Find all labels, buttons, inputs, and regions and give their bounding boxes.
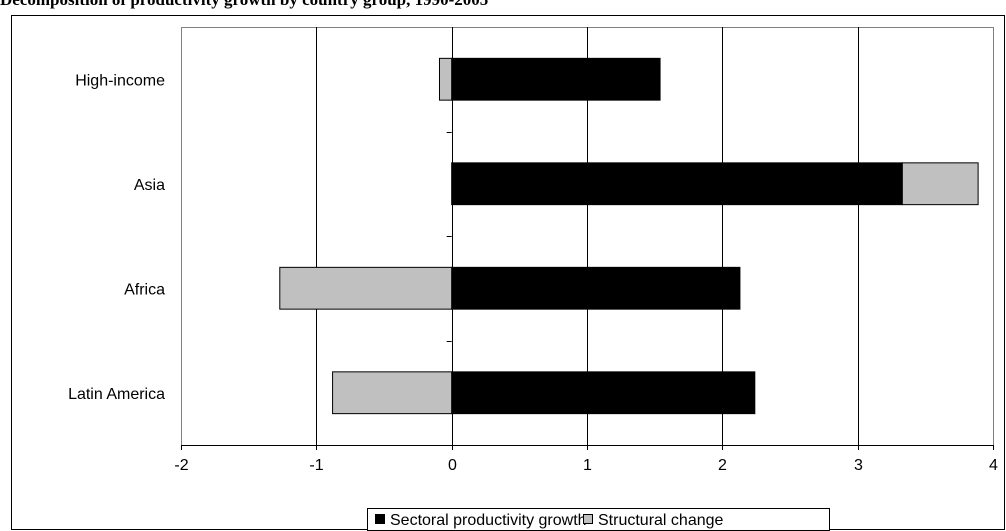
bar-asia-structural-change bbox=[901, 162, 979, 206]
x-tick-label: 4 bbox=[989, 457, 998, 474]
x-tick-label: -1 bbox=[309, 457, 323, 474]
legend-label-sectoral-productivity-growth: Sectoral productivity growth bbox=[390, 512, 587, 529]
legend-label-structural-change: Structural change bbox=[598, 512, 724, 529]
bar-high-income-sectoral-productivity-growth bbox=[451, 57, 661, 101]
category-label-latin-america: Latin America bbox=[68, 386, 165, 403]
category-label-high-income: High-income bbox=[75, 72, 165, 89]
bar-latin-america-sectoral-productivity-growth bbox=[451, 371, 756, 415]
x-tick-label: 3 bbox=[854, 457, 863, 474]
bar-africa-structural-change bbox=[279, 266, 453, 310]
category-label-asia: Asia bbox=[134, 177, 165, 194]
legend-swatch-sectoral-productivity-growth bbox=[375, 514, 385, 524]
labels: -2 -1 0 1 2 3 4 High-income Asia Africa Latin Amer… bbox=[68, 72, 998, 474]
bar-latin-america-structural-change bbox=[332, 371, 453, 415]
bar-asia-sectoral-productivity-growth bbox=[451, 162, 903, 206]
x-tick-label: 0 bbox=[448, 457, 457, 474]
x-tick-label: 1 bbox=[583, 457, 592, 474]
category-label-africa: Africa bbox=[124, 281, 165, 298]
chart-title: Decomposition of productivity growth by … bbox=[0, 0, 488, 10]
bars bbox=[279, 57, 979, 415]
bar-high-income-structural-change bbox=[438, 57, 453, 101]
legend: Sectoral productivity growth Structural c… bbox=[367, 508, 830, 531]
x-tick-label: 2 bbox=[718, 457, 727, 474]
bar-africa-sectoral-productivity-growth bbox=[451, 266, 741, 310]
legend-swatch-structural-change bbox=[583, 514, 593, 524]
axes bbox=[181, 27, 994, 450]
x-tick-label: -2 bbox=[174, 457, 188, 474]
